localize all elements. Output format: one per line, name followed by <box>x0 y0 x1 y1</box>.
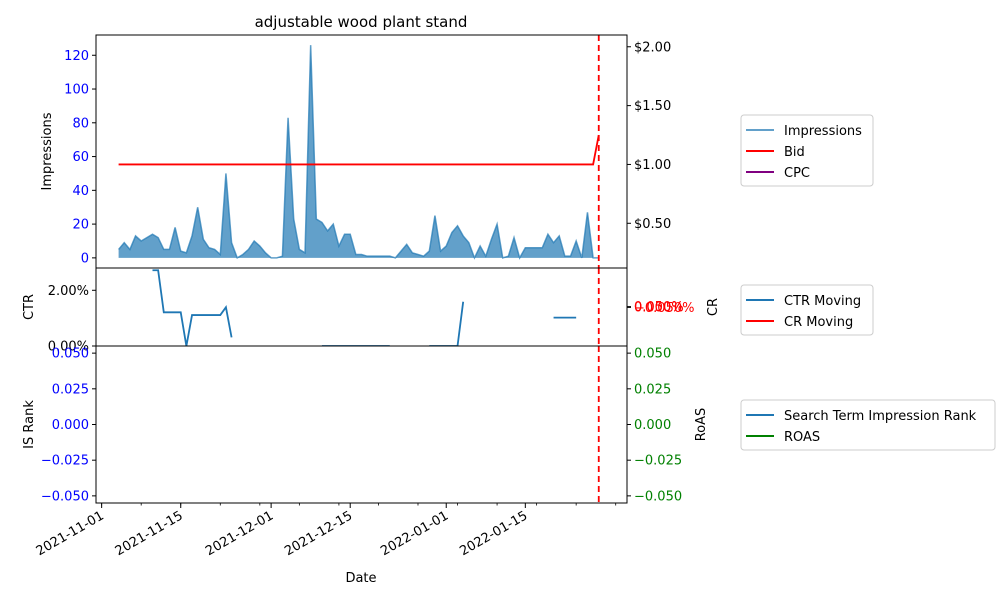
y-tick-label-left: 0.050 <box>52 347 89 362</box>
x-tick-label: 2021-12-01 <box>203 508 276 559</box>
panel-frame <box>95 345 628 504</box>
x-tick-label: 2021-11-15 <box>113 508 186 559</box>
plot-area: 0 20 40 60 80 100 120 $0.50 $1.00 $1.50 $2.00 Impre… <box>22 34 996 559</box>
y-axis-label-left: Impressions <box>40 112 55 190</box>
y-tick-label-right: 0.025 <box>634 382 671 397</box>
y-tick-label-left: 0.000 <box>52 418 89 433</box>
y-tick-label-right: 0.050% <box>634 300 684 315</box>
legend: Search Term Impression Rank ROAS <box>740 399 996 451</box>
y-tick-label-right: $2.00 <box>634 40 671 55</box>
x-axis-label: Date <box>345 571 376 586</box>
y-axis-label-left: CTR <box>22 294 37 320</box>
panel-frame <box>95 267 628 347</box>
y-tick-label-left: 0.00% <box>48 340 89 355</box>
x-tick-label: 2022-01-15 <box>457 508 530 559</box>
y-tick-label-left: 20 <box>72 218 89 233</box>
y-tick-label-right: 0.000% <box>634 301 684 316</box>
series-impressions-area <box>118 45 599 258</box>
y-tick-label-right: −0.050 <box>634 489 682 504</box>
y-tick-label-left: 2.00% <box>48 284 89 299</box>
series-ctr-moving-seg-0 <box>152 269 233 346</box>
y-axis-label-left: IS Rank <box>22 400 37 449</box>
series-ctr-moving-seg-2 <box>429 301 465 346</box>
legend: Impressions Bid CPC <box>740 114 874 187</box>
y-tick-label-left: −0.025 <box>41 454 89 469</box>
y-tick-label-left: 40 <box>72 184 89 199</box>
y-tick-label-left: −0.050 <box>41 489 89 504</box>
y-tick-label-right: $0.50 <box>634 217 671 232</box>
legend: CTR Moving CR Moving <box>740 284 874 336</box>
legend-label: ROAS <box>784 430 820 445</box>
panel-impressions: 0 20 40 60 80 100 120 $0.50 $1.00 $1.50 $2.00 Impre… <box>40 34 874 269</box>
panel-rank-roas: 0.050 0.025 0.000 −0.025 −0.050 0.050 0.025 0.0… <box>22 345 996 504</box>
legend-label: Bid <box>784 145 805 160</box>
legend-label: CTR Moving <box>784 294 861 309</box>
y-axis-label-right: CR <box>706 298 721 316</box>
legend-frame <box>740 284 874 336</box>
y-tick-label-left: 0 <box>81 251 89 266</box>
x-tick-label: 2021-12-15 <box>282 508 355 559</box>
y-tick-label-left: 0.025 <box>52 382 89 397</box>
legend-frame <box>740 114 874 187</box>
y-tick-label-right: −0.025 <box>634 454 682 469</box>
x-tick-label: 2021-11-01 <box>34 508 107 559</box>
series-impressions-line <box>118 45 599 260</box>
y-tick-label-right: −0.050% <box>634 301 694 316</box>
y-axis-label-right: RoAS <box>694 408 709 442</box>
legend-label: Impressions <box>784 124 862 139</box>
y-tick-label-right: 0.000 <box>634 418 671 433</box>
y-tick-label-right: $1.50 <box>634 99 671 114</box>
panel-ctr-cr: 0.00% 2.00% 0.050%0.000%−0.050% CTR CR CTR Mo… <box>22 267 874 355</box>
y-tick-label-left: 100 <box>64 83 89 98</box>
series-bid-line <box>118 134 600 166</box>
x-tick-label: 2022-01-01 <box>378 508 451 559</box>
y-tick-label-left: 60 <box>72 150 89 165</box>
y-tick-label-left: 120 <box>64 49 89 64</box>
y-tick-label-right: 0.050 <box>634 347 671 362</box>
y-tick-label-left: 80 <box>72 116 89 131</box>
chart-title: adjustable wood plant stand <box>255 13 468 31</box>
y-tick-label-right: $1.00 <box>634 158 671 173</box>
legend-frame <box>740 399 996 451</box>
legend-label: CR Moving <box>784 315 853 330</box>
legend-label: Search Term Impression Rank <box>784 409 977 424</box>
legend-label: CPC <box>784 166 810 181</box>
